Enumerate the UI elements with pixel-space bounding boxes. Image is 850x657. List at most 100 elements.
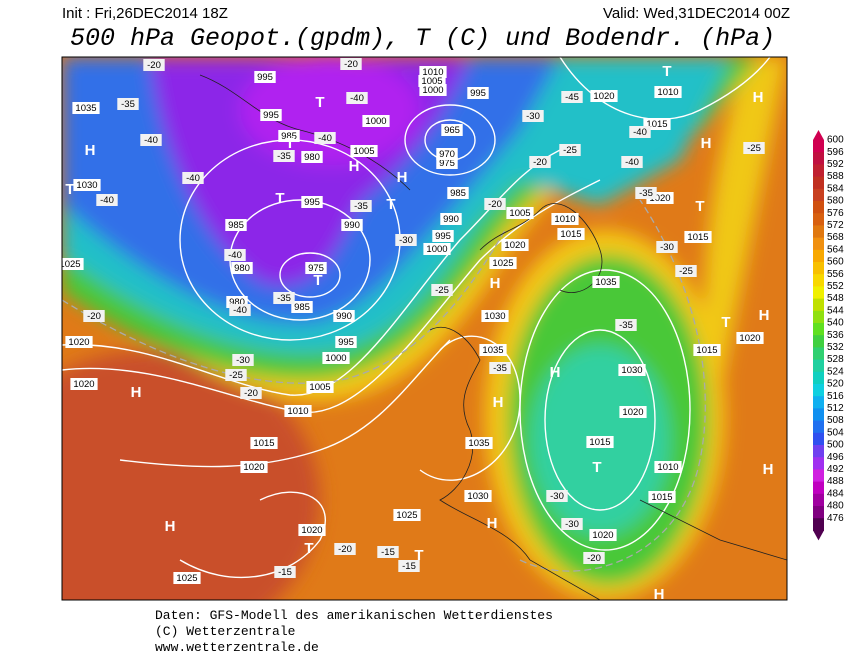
pressure-label: 1005 [421,76,442,87]
temperature-label: -40 [100,195,114,206]
label-box [431,284,453,296]
colorbar-swatch [813,286,824,300]
pressure-label: 995 [263,110,279,121]
temperature-label: -25 [747,143,761,154]
label-box [561,518,583,530]
label-box [654,86,682,98]
temperature-label: -15 [278,567,292,578]
label-box [73,179,101,191]
label-box [301,151,323,163]
colorbar-label: 596 [827,147,844,158]
pressure-center: H [550,364,561,381]
pressure-label: 1020 [243,462,264,473]
label-box [314,132,336,144]
temperature-label: -35 [121,99,135,110]
colorbar-label: 532 [827,342,844,353]
pressure-center: T [285,135,294,152]
label-box [484,198,506,210]
pressure-label: 1020 [622,407,643,418]
map-title: 500 hPa Geopot.(gpdm), T (C) und Bodendr… [70,24,775,53]
label-box [489,257,517,269]
colorbar-label: 592 [827,159,844,170]
pressure-center: T [65,181,74,198]
label-box [273,292,295,304]
pressure-label: 1035 [75,103,96,114]
label-box [284,405,312,417]
pressure-label: 980 [234,263,250,274]
pressure-label: 1020 [301,525,322,536]
label-box [684,231,712,243]
label-box [590,90,618,102]
label-box [479,344,507,356]
pressure-label: 1025 [176,573,197,584]
pressure-label: 1005 [353,146,374,157]
temperature-label: -35 [277,151,291,162]
pressure-label: 1020 [739,333,760,344]
pressure-label: 1020 [73,379,94,390]
label-box [586,436,614,448]
pressure-label: 990 [344,220,360,231]
pressure-center: H [165,518,176,535]
colorbar-swatch [813,347,824,361]
colorbar-swatch [813,237,824,251]
label-box [350,200,372,212]
label-box [654,461,682,473]
colorbar-swatch [813,445,824,458]
temperature-label: -25 [229,370,243,381]
label-box [489,362,511,374]
label-box [736,332,764,344]
label-box [393,509,421,521]
pressure-center: H [763,461,774,478]
label-box [274,566,296,578]
pressure-label: 1015 [696,345,717,356]
label-box [583,552,605,564]
label-box [557,228,585,240]
label-box [83,310,105,322]
isobar [544,329,656,511]
colorbar-swatch [813,152,824,165]
colorbar-label: 584 [827,183,844,194]
pressure-label: 1010 [422,67,443,78]
pressure-center: H [759,307,770,324]
label-box [143,59,165,71]
pressure-label: 995 [338,337,354,348]
temperature-label: -30 [526,111,540,122]
footer-source: Daten: GFS-Modell des amerikanischen Wet… [155,608,553,623]
temperature-label: -25 [435,285,449,296]
label-box [224,249,246,261]
label-box [546,490,568,502]
colorbar-swatch [813,408,824,422]
temperature-label: -40 [350,93,364,104]
pressure-label: 985 [228,220,244,231]
pressure-label: 1010 [554,214,575,225]
pressure-label: 995 [257,72,273,83]
label-box [273,150,295,162]
valid-time: Valid: Wed,31DEC2014 00Z [603,5,790,22]
label-box [467,87,489,99]
isobar [119,339,451,468]
east-band [703,57,787,420]
label-box [291,301,313,313]
warm-area [62,350,320,600]
label-box [635,187,657,199]
temperature-label: -35 [619,320,633,331]
label-box [506,207,534,219]
pressure-label: 1020 [593,91,614,102]
pressure-center: H [397,169,408,186]
colorbar-swatch [813,176,824,190]
colorbar-label: 524 [827,366,844,377]
pressure-label: 1010 [657,87,678,98]
label-box [447,187,469,199]
label-box [629,126,651,138]
pressure-label: 995 [435,231,451,242]
pressure-label: 965 [444,125,460,136]
pressure-label: 990 [336,311,352,322]
temperature-label: -20 [87,311,101,322]
label-box [419,84,447,96]
pressure-label: 1030 [621,365,642,376]
label-box [346,92,368,104]
colorbar-label: 556 [827,269,844,280]
pressure-label: 995 [470,88,486,99]
pressure-label: 1020 [504,240,525,251]
